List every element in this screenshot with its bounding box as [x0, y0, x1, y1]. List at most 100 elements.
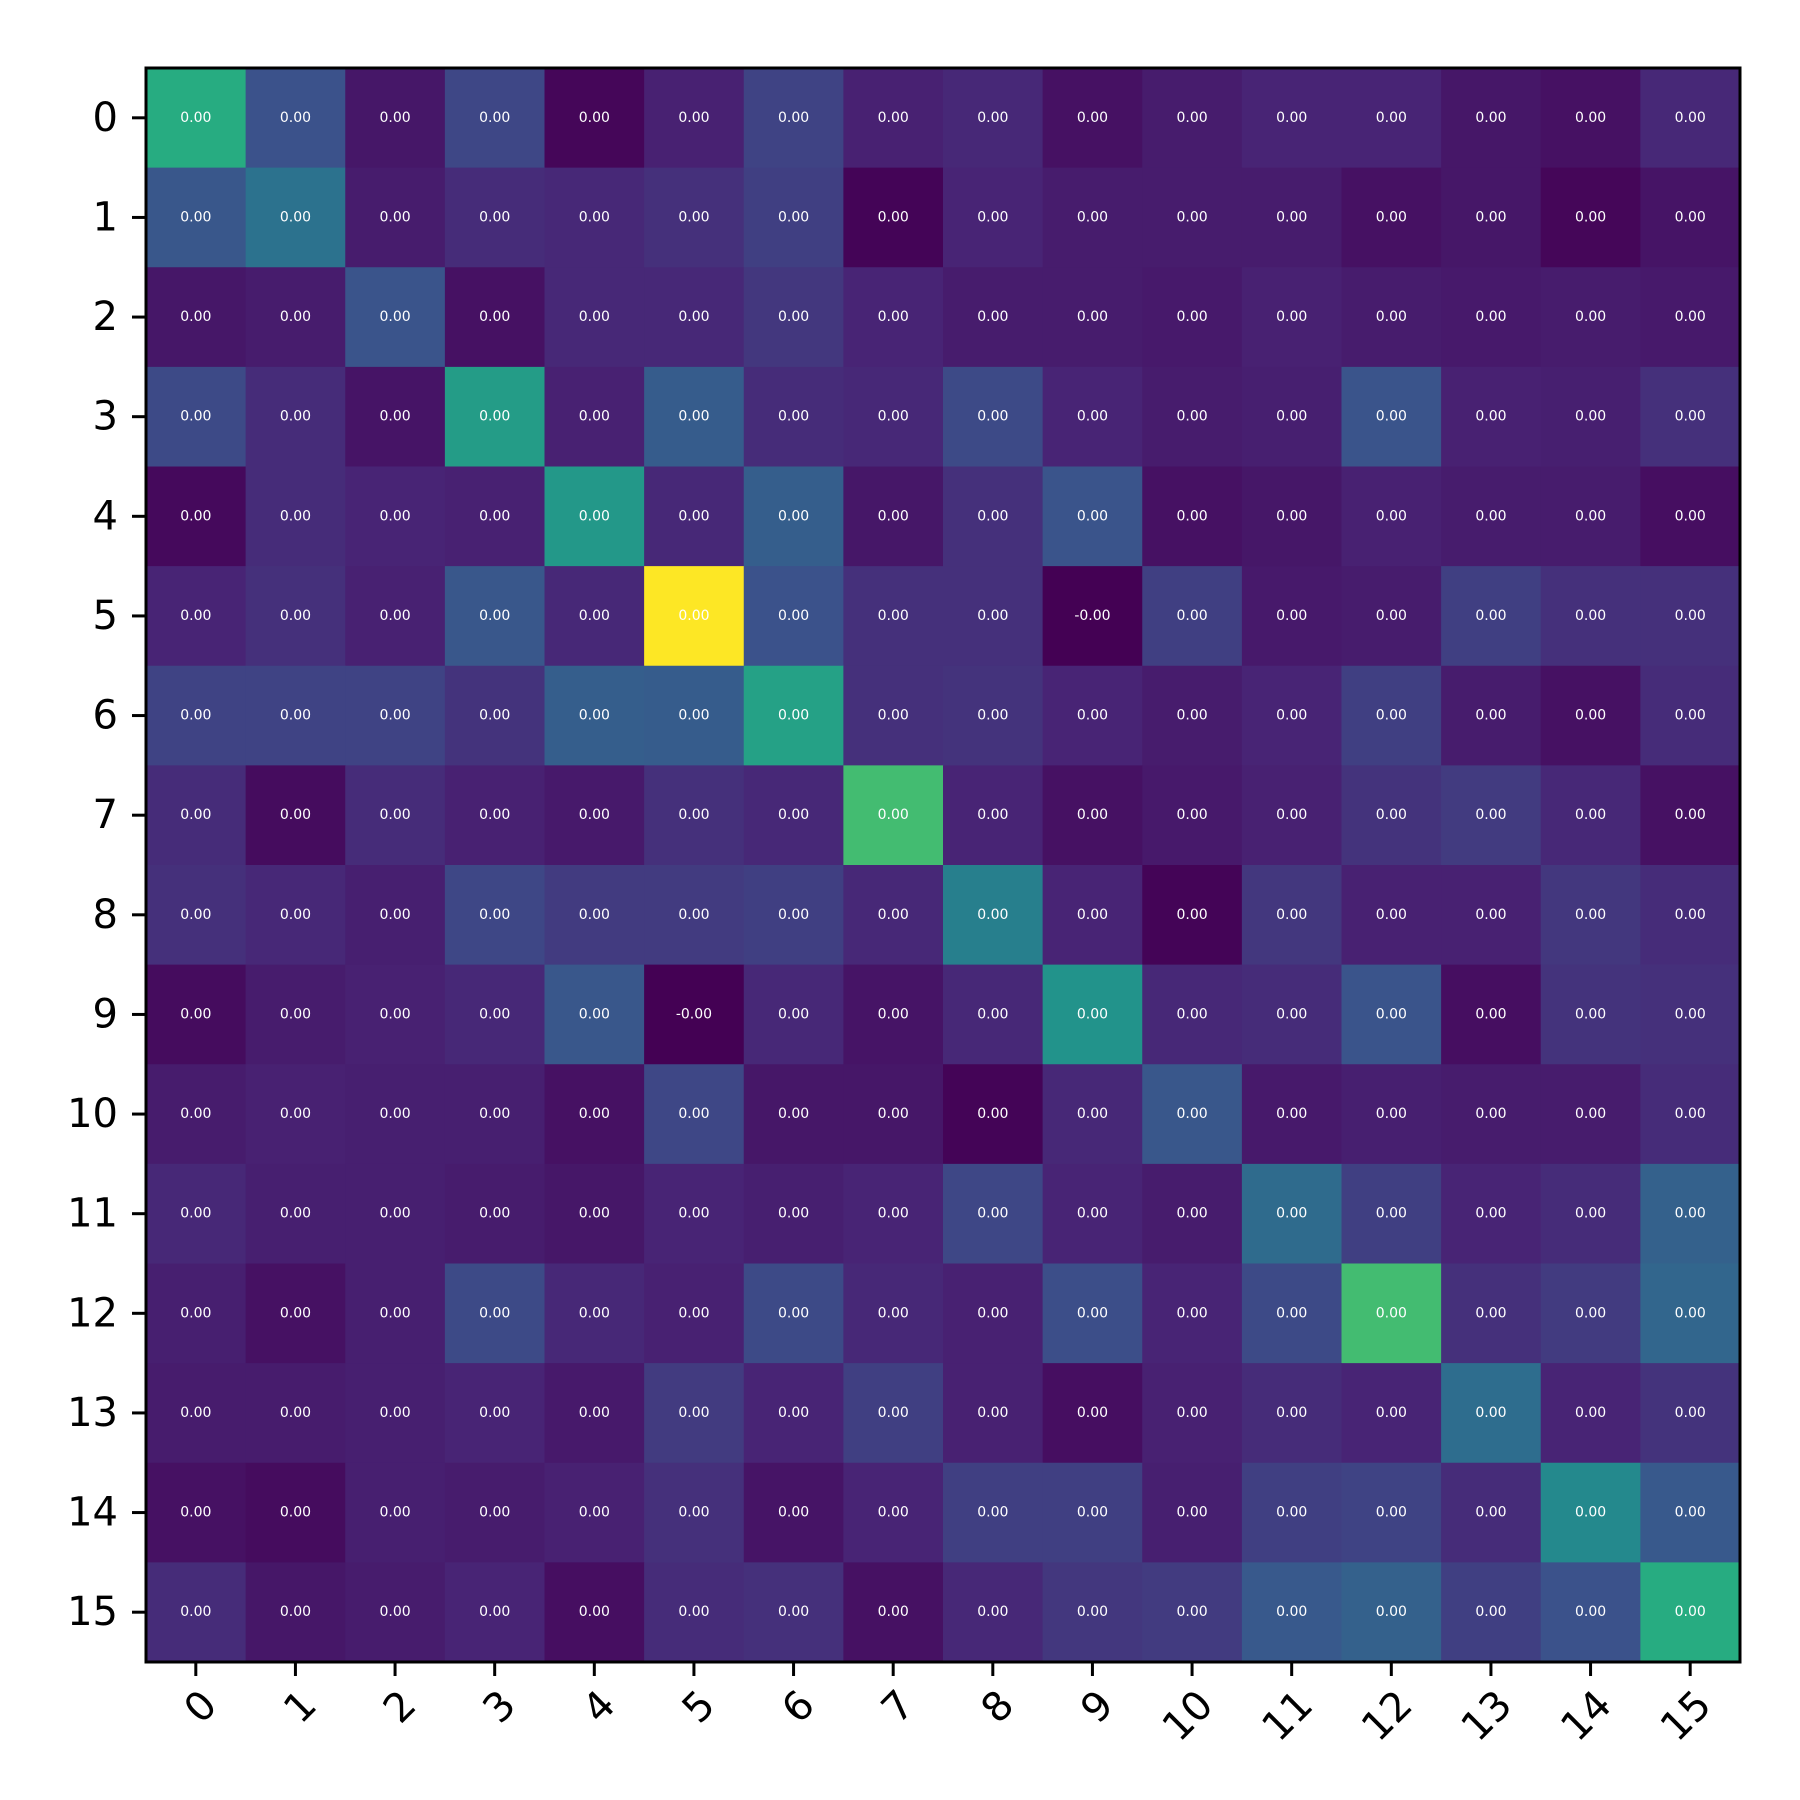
- cell-value-label: 0.00: [1575, 1505, 1606, 1521]
- cell-value-label: 0.00: [180, 807, 211, 823]
- cell-value-label: 0.00: [977, 907, 1008, 923]
- heatmap-cell-r11-c11: [1241, 1163, 1342, 1264]
- cell-value-label: 0.00: [1675, 807, 1706, 823]
- heatmap-cell-r14-c0: [146, 1462, 247, 1563]
- cell-value-label: 0.00: [479, 409, 510, 425]
- heatmap-cell-r11-c0: [146, 1163, 247, 1264]
- heatmap-cell-r0-c2: [345, 68, 446, 169]
- heatmap-cell-r1-c15: [1640, 167, 1741, 268]
- cell-value-label: 0.00: [180, 1405, 211, 1421]
- heatmap-cell-r12-c2: [345, 1263, 446, 1364]
- heatmap-cell-r13-c1: [245, 1363, 346, 1464]
- y-tick-label: 3: [93, 394, 118, 440]
- cell-value-label: 0.00: [479, 1305, 510, 1321]
- cell-value-label: 0.00: [579, 1405, 610, 1421]
- cell-value-label: 0.00: [1575, 807, 1606, 823]
- heatmap-cell-r10-c14: [1540, 1064, 1641, 1165]
- heatmap-cell-r12-c15: [1640, 1263, 1741, 1364]
- cell-value-label: 0.00: [1176, 1206, 1207, 1222]
- heatmap-cell-r8-c0: [146, 865, 247, 966]
- heatmap-cell-r1-c6: [743, 167, 844, 268]
- cell-value-label: 0.00: [878, 807, 909, 823]
- cell-value-label: 0.00: [180, 409, 211, 425]
- heatmap-cell-r7-c15: [1640, 765, 1741, 866]
- heatmap-cell-r12-c12: [1341, 1263, 1442, 1364]
- cell-value-label: 0.00: [1176, 807, 1207, 823]
- cell-value-label: 0.00: [778, 708, 809, 724]
- cell-value-label: 0.00: [379, 1006, 410, 1022]
- heatmap-cell-r3-c4: [544, 366, 645, 467]
- heatmap-cell-r3-c5: [644, 366, 745, 467]
- heatmap-cell-r1-c14: [1540, 167, 1641, 268]
- heatmap-cell-r0-c1: [245, 68, 346, 169]
- heatmap-cell-r5-c6: [743, 566, 844, 667]
- heatmap-cell-r3-c0: [146, 366, 247, 467]
- heatmap-cell-r8-c6: [743, 865, 844, 966]
- heatmap-cell-r2-c7: [843, 267, 944, 368]
- heatmap-cell-r4-c1: [245, 466, 346, 567]
- heatmap-cell-r8-c2: [345, 865, 446, 966]
- heatmap-cell-r10-c15: [1640, 1064, 1741, 1165]
- heatmap-cell-r3-c3: [444, 366, 545, 467]
- cell-value-label: 0.00: [579, 1006, 610, 1022]
- cell-value-label: 0.00: [280, 309, 311, 325]
- x-tick-label: 14: [1552, 1682, 1621, 1751]
- cell-value-label: 0.00: [1276, 1106, 1307, 1122]
- cell-value-label: 0.00: [977, 508, 1008, 524]
- heatmap-cell-r13-c6: [743, 1363, 844, 1464]
- cell-value-label: 0.00: [878, 608, 909, 624]
- heatmap-cell-r6-c3: [444, 665, 545, 766]
- heatmap-cell-r2-c3: [444, 267, 545, 368]
- cell-value-label: 0.00: [1475, 409, 1506, 425]
- cell-value-label: 0.00: [1276, 1505, 1307, 1521]
- heatmap-cell-r5-c4: [544, 566, 645, 667]
- heatmap-cell-r4-c0: [146, 466, 247, 567]
- cell-value-label: 0.00: [579, 907, 610, 923]
- cell-value-label: 0.00: [977, 1305, 1008, 1321]
- cell-value-label: 0.00: [1575, 309, 1606, 325]
- heatmap-cell-r15-c11: [1241, 1562, 1342, 1663]
- y-tick-label: 9: [93, 991, 118, 1037]
- heatmap-cell-r1-c12: [1341, 167, 1442, 268]
- heatmap-cell-r15-c6: [743, 1562, 844, 1663]
- cell-value-label: 0.00: [1475, 110, 1506, 126]
- heatmap-cell-r15-c2: [345, 1562, 446, 1663]
- heatmap-cell-r14-c15: [1640, 1462, 1741, 1563]
- cell-value-label: 0.00: [1475, 209, 1506, 225]
- x-tick-label: 2: [375, 1682, 426, 1733]
- cell-value-label: 0.00: [678, 309, 709, 325]
- cell-value-label: 0.00: [1077, 1006, 1108, 1022]
- cell-value-label: 0.00: [678, 409, 709, 425]
- heatmap-cell-r12-c11: [1241, 1263, 1342, 1364]
- heatmap-cell-r2-c8: [943, 267, 1044, 368]
- cell-value-label: 0.00: [1276, 309, 1307, 325]
- cell-value-label: 0.00: [1176, 1305, 1207, 1321]
- cell-value-label: 0.00: [1575, 1206, 1606, 1222]
- cell-value-label: 0.00: [878, 708, 909, 724]
- heatmap-cell-r9-c4: [544, 964, 645, 1065]
- cell-value-label: 0.00: [180, 608, 211, 624]
- heatmap-cell-r14-c7: [843, 1462, 944, 1563]
- cell-value-label: 0.00: [878, 309, 909, 325]
- heatmap-cell-r10-c5: [644, 1064, 745, 1165]
- cell-value-label: 0.00: [977, 1106, 1008, 1122]
- heatmap-cell-r4-c3: [444, 466, 545, 567]
- cell-value-label: 0.00: [1176, 608, 1207, 624]
- cell-value-label: 0.00: [579, 1604, 610, 1620]
- heatmap-cell-r11-c9: [1042, 1163, 1143, 1264]
- heatmap-cell-r9-c13: [1441, 964, 1542, 1065]
- cell-value-label: 0.00: [778, 1505, 809, 1521]
- heatmap-cell-r3-c13: [1441, 366, 1542, 467]
- heatmap-cell-r4-c2: [345, 466, 446, 567]
- heatmap-cell-r12-c4: [544, 1263, 645, 1364]
- cell-value-label: 0.00: [1376, 1006, 1407, 1022]
- heatmap-cell-r1-c8: [943, 167, 1044, 268]
- cell-value-label: 0.00: [778, 110, 809, 126]
- heatmap-cell-r11-c5: [644, 1163, 745, 1264]
- heatmap-cell-r11-c13: [1441, 1163, 1542, 1264]
- y-tick-label: 4: [93, 493, 118, 539]
- heatmap-cell-r5-c5: [644, 566, 745, 667]
- cell-value-label: 0.00: [379, 1206, 410, 1222]
- cell-value-label: 0.00: [479, 1106, 510, 1122]
- heatmap-cell-r8-c10: [1142, 865, 1243, 966]
